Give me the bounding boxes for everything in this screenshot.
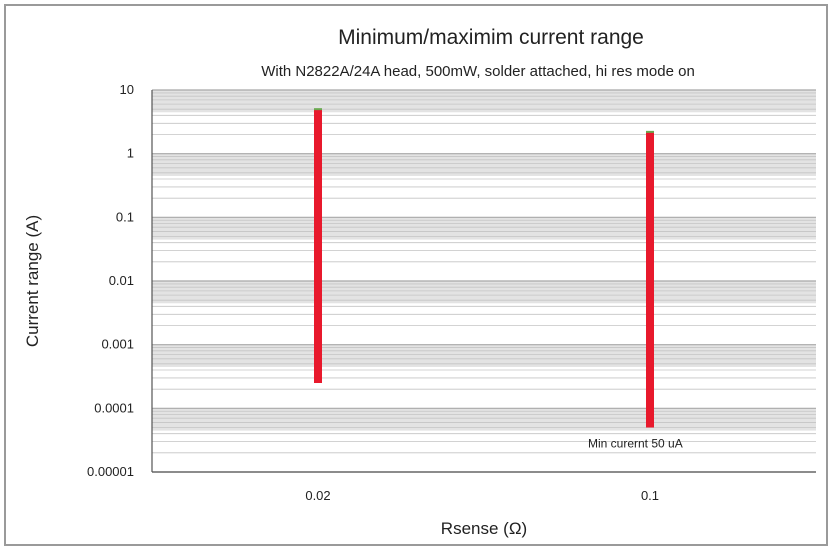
- range-bar: [646, 131, 654, 428]
- gridlines: [152, 89, 816, 473]
- y-tick-label: 0.0001: [94, 400, 134, 415]
- y-tick-label: 10: [120, 82, 134, 97]
- y-tick-label: 0.1: [116, 209, 134, 224]
- x-tick-labels: 0.02 0.1: [305, 488, 659, 503]
- x-tick-label: 0.02: [305, 488, 330, 503]
- y-tick-label: 0.00001: [87, 464, 134, 479]
- x-axis-label: Rsense (Ω): [441, 519, 527, 538]
- chart-subtitle: With N2822A/24A head, 500mW, solder atta…: [261, 63, 695, 80]
- chart-title: Minimum/maximim current range: [338, 26, 644, 49]
- range-bar-cap: [314, 108, 322, 111]
- x-tick-label: 0.1: [641, 488, 659, 503]
- range-bars: [314, 108, 654, 428]
- decade-bands: [152, 90, 816, 431]
- decade-band: [152, 90, 816, 113]
- y-tick-label: 1: [127, 146, 134, 161]
- y-tick-label: 0.01: [109, 273, 134, 288]
- y-tick-labels: 10 1 0.1 0.01 0.001 0.0001 0.00001: [87, 82, 134, 479]
- y-axis-label: Current range (A): [23, 215, 42, 347]
- annotations: Min curernt 50 uA: [588, 436, 683, 450]
- range-bar-cap: [646, 130, 654, 133]
- y-tick-label: 0.001: [101, 337, 134, 352]
- annotation-min-current: Min curernt 50 uA: [588, 436, 683, 450]
- range-bar: [314, 109, 322, 383]
